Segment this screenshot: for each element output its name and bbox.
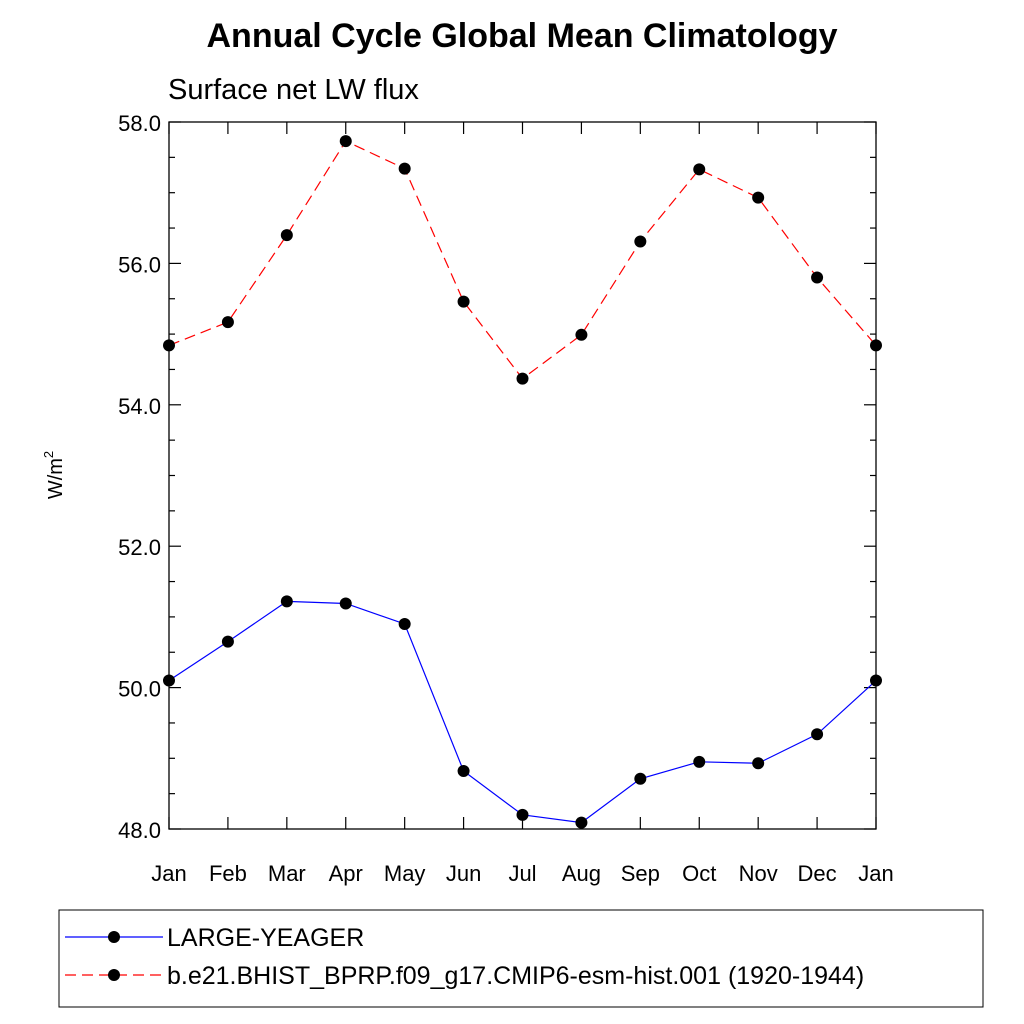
x-tick-label: Jan [151,861,186,886]
legend: LARGE-YEAGER b.e21.BHIST_BPRP.f09_g17.CMI… [65,924,864,990]
series-line-2 [168,140,877,380]
series-1-point [693,755,706,768]
series-1-point [339,597,352,610]
series-2-point [457,295,470,308]
y-tick-label: 48.0 [118,818,161,843]
svg-text:W/m2: W/m2 [41,451,67,499]
x-tick-label: Feb [209,861,247,886]
x-tick-label: Sep [621,861,660,886]
series-1-point [221,635,234,648]
legend-label-2: b.e21.BHIST_BPRP.f09_g17.CMIP6-esm-hist.… [167,962,864,990]
series-2-point [516,372,529,385]
x-tick-label: Oct [682,861,716,886]
x-tick-label: Dec [798,861,837,886]
series-1-point [516,808,529,821]
series-2-point [693,163,706,176]
x-tick-label: Mar [268,861,306,886]
legend-box [58,909,984,1008]
series-2-point [752,191,765,204]
x-tick-label: Jun [446,861,481,886]
x-tick-label: Aug [562,861,601,886]
series-1-point [280,595,293,608]
chart-title: Annual Cycle Global Mean Climatology [207,17,838,55]
legend-marker-2 [108,969,120,981]
series-layer [163,135,882,829]
series-1-point [575,816,588,829]
series-line-1 [168,600,877,824]
y-tick-label: 58.0 [118,111,161,136]
series-1-point [634,772,647,785]
legend-label-1: LARGE-YEAGER [167,924,364,952]
y-axis-label-text: W/m [45,458,67,499]
series-1-point [163,674,175,687]
series-1-point [457,765,470,778]
series-2-point [634,235,647,248]
y-tick-label: 54.0 [118,394,161,419]
series-2-point [280,229,293,242]
series-2-point [870,339,882,352]
series-1-point [811,728,824,741]
series-1-point [870,674,882,687]
x-tick-label: Nov [739,861,778,886]
y-axis: 48.0 50.0 52.0 54.0 56.0 58.0 [118,111,876,843]
legend-marker-1 [108,931,120,943]
y-axis-label: W/m2 [41,451,67,499]
series-2-point [221,316,234,329]
series-2-point [398,162,411,175]
plot-frame [168,121,877,830]
x-tick-label: May [384,861,426,886]
y-tick-label: 56.0 [118,252,161,277]
y-tick-label: 52.0 [118,535,161,560]
y-tick-label: 50.0 [118,677,161,702]
series-2-point [163,339,175,352]
series-2-point [575,328,588,341]
series-1-point [752,757,765,770]
series-2-point [811,271,824,284]
y-axis-label-superscript: 2 [41,451,56,458]
x-tick-label: Jan [858,861,893,886]
series-1-point [398,617,411,630]
chart-subtitle: Surface net LW flux [168,74,419,106]
series-2-point [339,135,352,148]
x-tick-label: Apr [329,861,363,886]
x-axis: Jan Feb Mar Apr May Jun Jul Aug Sep Oct Nov Dec Jan [151,122,894,886]
x-tick-label: Jul [508,861,536,886]
